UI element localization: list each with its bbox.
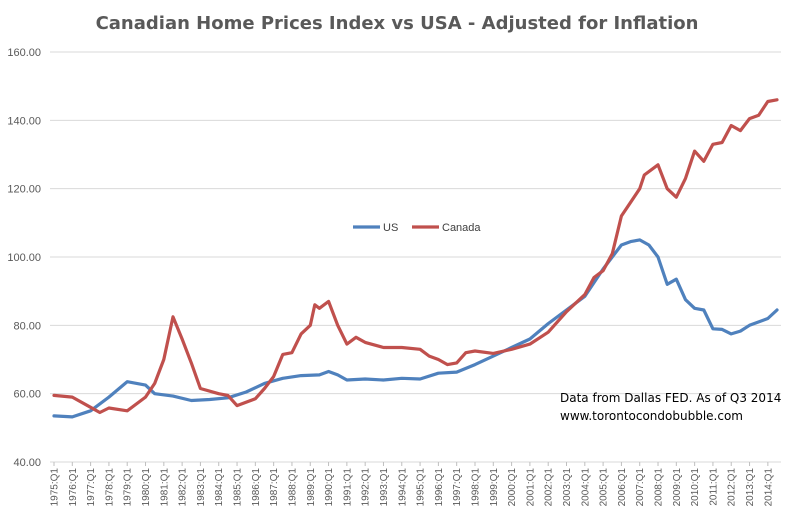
x-tick-label: 1992:Q1: [361, 468, 372, 507]
y-axis: 40.00 60.00 80.00 100.00 120.00 140.00 160.00: [7, 47, 41, 469]
source-note: www.torontocondobubble.com: [560, 409, 743, 423]
series-line-us: [52, 238, 779, 419]
x-axis: 1975:Q1 1976:Q1 1977:Q1 1978:Q1 1979:Q1 1980:…: [50, 462, 774, 507]
x-tick-label: 2008:Q1: [654, 468, 665, 507]
x-tick-label: 1990:Q1: [324, 468, 335, 507]
y-tick-label: 60.00: [13, 389, 41, 401]
y-tick-label: 100.00: [7, 252, 41, 264]
x-tick-label: 1993:Q1: [379, 468, 390, 507]
x-tick-label: 2005:Q1: [599, 468, 610, 507]
x-tick-label: 1976:Q1: [68, 468, 79, 507]
x-tick-label: 1975:Q1: [50, 468, 61, 507]
x-tick-label: 1996:Q1: [434, 468, 445, 507]
x-tick-label: 1985:Q1: [233, 468, 244, 507]
source-note: Data from Dallas FED. As of Q3 2014: [560, 391, 781, 405]
annotations: Data from Dallas FED. As of Q3 2014 www.t…: [560, 391, 781, 423]
x-tick-label: 1977:Q1: [86, 468, 97, 507]
x-tick-label: 1989:Q1: [306, 468, 317, 507]
chart-title: Canadian Home Prices Index vs USA - Adju…: [96, 13, 699, 34]
x-tick-label: 1986:Q1: [251, 468, 262, 507]
x-tick-label: 2009:Q1: [672, 468, 683, 507]
x-tick-label: 1983:Q1: [196, 468, 207, 507]
x-tick-label: 1994:Q1: [397, 468, 408, 507]
x-tick-label: 2003:Q1: [562, 468, 573, 507]
y-tick-label: 140.00: [7, 115, 41, 127]
x-tick-label: 1984:Q1: [214, 468, 225, 507]
x-tick-label: 2004:Q1: [580, 468, 591, 507]
x-tick-label: 2011:Q1: [708, 468, 719, 506]
y-tick-label: 80.00: [13, 320, 41, 332]
x-tick-label: 1991:Q1: [342, 468, 353, 507]
x-tick-label: 1980:Q1: [141, 468, 152, 507]
x-tick-label: 1998:Q1: [470, 468, 481, 507]
x-tick-label: 1995:Q1: [416, 468, 427, 507]
x-tick-label: 2013:Q1: [745, 468, 756, 507]
x-tick-label: 1978:Q1: [104, 468, 115, 507]
x-tick-label: 1988:Q1: [287, 468, 298, 507]
x-tick-label: 2010:Q1: [690, 468, 701, 507]
x-tick-label: 2007:Q1: [635, 468, 646, 507]
series-line-canada: [52, 98, 779, 415]
x-tick-label: 1979:Q1: [123, 468, 134, 507]
x-tick-label: 2002:Q1: [544, 468, 555, 507]
x-tick-label: 1997:Q1: [452, 468, 463, 507]
y-tick-label: 160.00: [7, 47, 41, 59]
x-tick-label: 2014:Q1: [763, 468, 774, 507]
series-lines: [52, 98, 779, 419]
y-tick-label: 120.00: [7, 184, 41, 196]
legend-label-us: US: [383, 222, 398, 234]
x-tick-label: 2001:Q1: [525, 468, 536, 507]
legend: US Canada: [353, 222, 481, 234]
x-tick-label: 2012:Q1: [727, 468, 738, 507]
x-tick-label: 1982:Q1: [178, 468, 189, 507]
x-tick-label: 1999:Q1: [489, 468, 500, 507]
x-tick-label: 2006:Q1: [617, 468, 628, 507]
x-tick-label: 2000:Q1: [507, 468, 518, 507]
legend-label-canada: Canada: [442, 222, 481, 234]
x-tick-label: 1981:Q1: [159, 468, 170, 507]
x-tick-label: 1987:Q1: [269, 468, 280, 507]
y-tick-label: 40.00: [13, 457, 41, 469]
